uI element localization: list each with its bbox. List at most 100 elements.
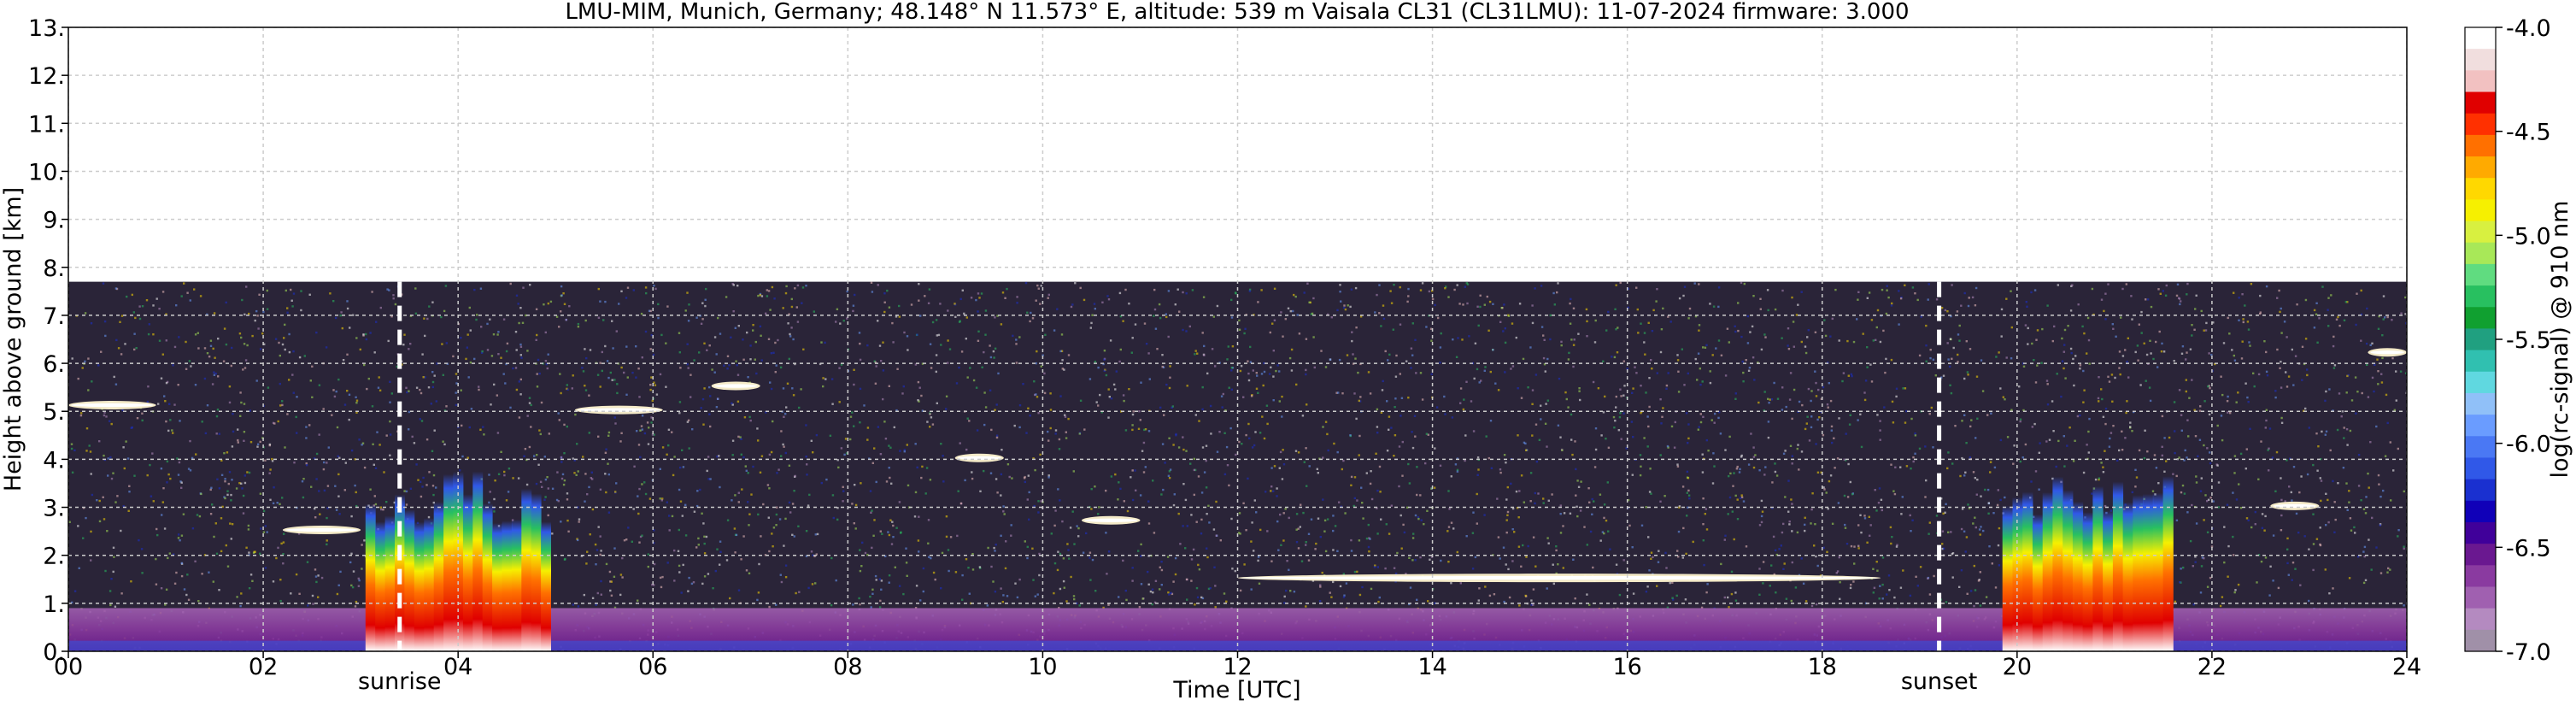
- noise-speck: [1488, 594, 1492, 597]
- noise-speck: [668, 529, 671, 532]
- noise-speck: [2036, 329, 2039, 332]
- noise-speck: [1061, 520, 1064, 523]
- noise-speck: [966, 417, 969, 420]
- noise-speck: [2366, 307, 2368, 310]
- noise-speck: [1836, 457, 1840, 460]
- noise-speck: [977, 292, 980, 295]
- noise-speck: [874, 361, 877, 364]
- noise-speck: [1990, 412, 1992, 415]
- noise-speck: [1734, 325, 1736, 327]
- noise-speck: [488, 474, 490, 476]
- noise-speck: [1727, 596, 1729, 599]
- noise-speck: [1754, 454, 1757, 456]
- noise-speck: [1079, 286, 1082, 290]
- noise-speck: [1546, 357, 1549, 361]
- noise-speck: [691, 428, 694, 431]
- noise-speck: [97, 364, 100, 367]
- noise-speck: [638, 541, 641, 544]
- noise-speck: [244, 481, 247, 485]
- noise-speck: [731, 403, 734, 406]
- noise-speck: [723, 364, 725, 367]
- noise-speck: [767, 516, 770, 519]
- noise-speck: [1731, 510, 1734, 513]
- noise-speck: [903, 450, 906, 453]
- noise-speck: [1699, 368, 1701, 370]
- noise-speck: [772, 420, 774, 423]
- noise-speck: [2110, 432, 2113, 434]
- noise-speck: [659, 497, 661, 500]
- noise-speck: [2068, 427, 2071, 429]
- noise-speck: [1295, 513, 1299, 515]
- noise-speck: [577, 605, 580, 608]
- noise-speck: [1901, 496, 1904, 498]
- noise-speck: [1682, 294, 1685, 297]
- noise-speck: [2206, 447, 2209, 450]
- noise-speck: [780, 430, 783, 432]
- noise-speck: [1856, 318, 1858, 321]
- noise-speck: [1260, 289, 1263, 291]
- noise-speck: [1295, 383, 1298, 386]
- noise-speck: [1846, 496, 1850, 498]
- noise-speck: [1527, 544, 1529, 548]
- noise-speck: [1701, 453, 1704, 456]
- noise-speck: [2277, 586, 2280, 590]
- noise-speck: [247, 524, 250, 527]
- noise-speck: [659, 576, 662, 580]
- noise-speck: [1876, 414, 1879, 416]
- noise-speck: [1543, 363, 1546, 366]
- noise-speck: [420, 420, 424, 422]
- noise-speck: [158, 308, 161, 310]
- noise-speck: [869, 595, 871, 598]
- noise-speck: [1025, 432, 1028, 434]
- noise-speck: [346, 307, 349, 310]
- noise-speck: [2242, 318, 2244, 321]
- noise-speck: [514, 331, 518, 333]
- noise-speck: [1427, 600, 1429, 603]
- noise-speck: [994, 550, 996, 552]
- noise-speck: [402, 344, 405, 346]
- noise-speck: [2287, 574, 2290, 576]
- noise-speck: [107, 474, 109, 477]
- noise-speck: [2405, 322, 2407, 325]
- noise-speck: [1278, 370, 1281, 373]
- noise-speck: [1632, 436, 1634, 438]
- noise-speck: [599, 300, 601, 303]
- noise-speck: [1355, 327, 1358, 329]
- noise-speck: [203, 377, 207, 380]
- noise-speck: [1873, 586, 1876, 589]
- noise-speck: [2083, 332, 2086, 335]
- noise-speck: [392, 294, 395, 297]
- noise-speck: [1206, 372, 1209, 375]
- noise-speck: [1497, 389, 1500, 391]
- noise-speck: [1038, 552, 1041, 556]
- noise-speck: [1161, 365, 1164, 368]
- noise-speck: [1997, 489, 1999, 491]
- noise-speck: [1617, 429, 1620, 432]
- noise-speck: [245, 546, 248, 549]
- noise-speck: [209, 513, 213, 515]
- noise-speck: [566, 519, 569, 522]
- noise-speck: [2195, 481, 2198, 484]
- noise-speck: [1881, 288, 1884, 291]
- noise-speck: [541, 485, 543, 488]
- noise-speck: [2152, 357, 2155, 361]
- noise-speck: [1949, 384, 1951, 386]
- noise-speck: [734, 327, 736, 329]
- noise-speck: [1029, 415, 1031, 417]
- noise-speck: [1430, 339, 1433, 342]
- noise-speck: [986, 604, 989, 607]
- noise-speck: [770, 450, 773, 454]
- noise-speck: [1367, 545, 1370, 549]
- noise-speck: [1959, 474, 1962, 478]
- noise-speck: [1231, 568, 1234, 570]
- noise-speck: [584, 389, 588, 391]
- noise-speck: [620, 290, 623, 292]
- noise-speck: [1193, 493, 1195, 497]
- noise-speck: [483, 433, 485, 436]
- noise-speck: [2184, 449, 2186, 452]
- noise-speck: [2390, 499, 2392, 502]
- noise-speck: [1929, 356, 1932, 360]
- noise-speck: [240, 336, 243, 339]
- noise-speck: [2183, 492, 2186, 495]
- noise-speck: [503, 474, 506, 477]
